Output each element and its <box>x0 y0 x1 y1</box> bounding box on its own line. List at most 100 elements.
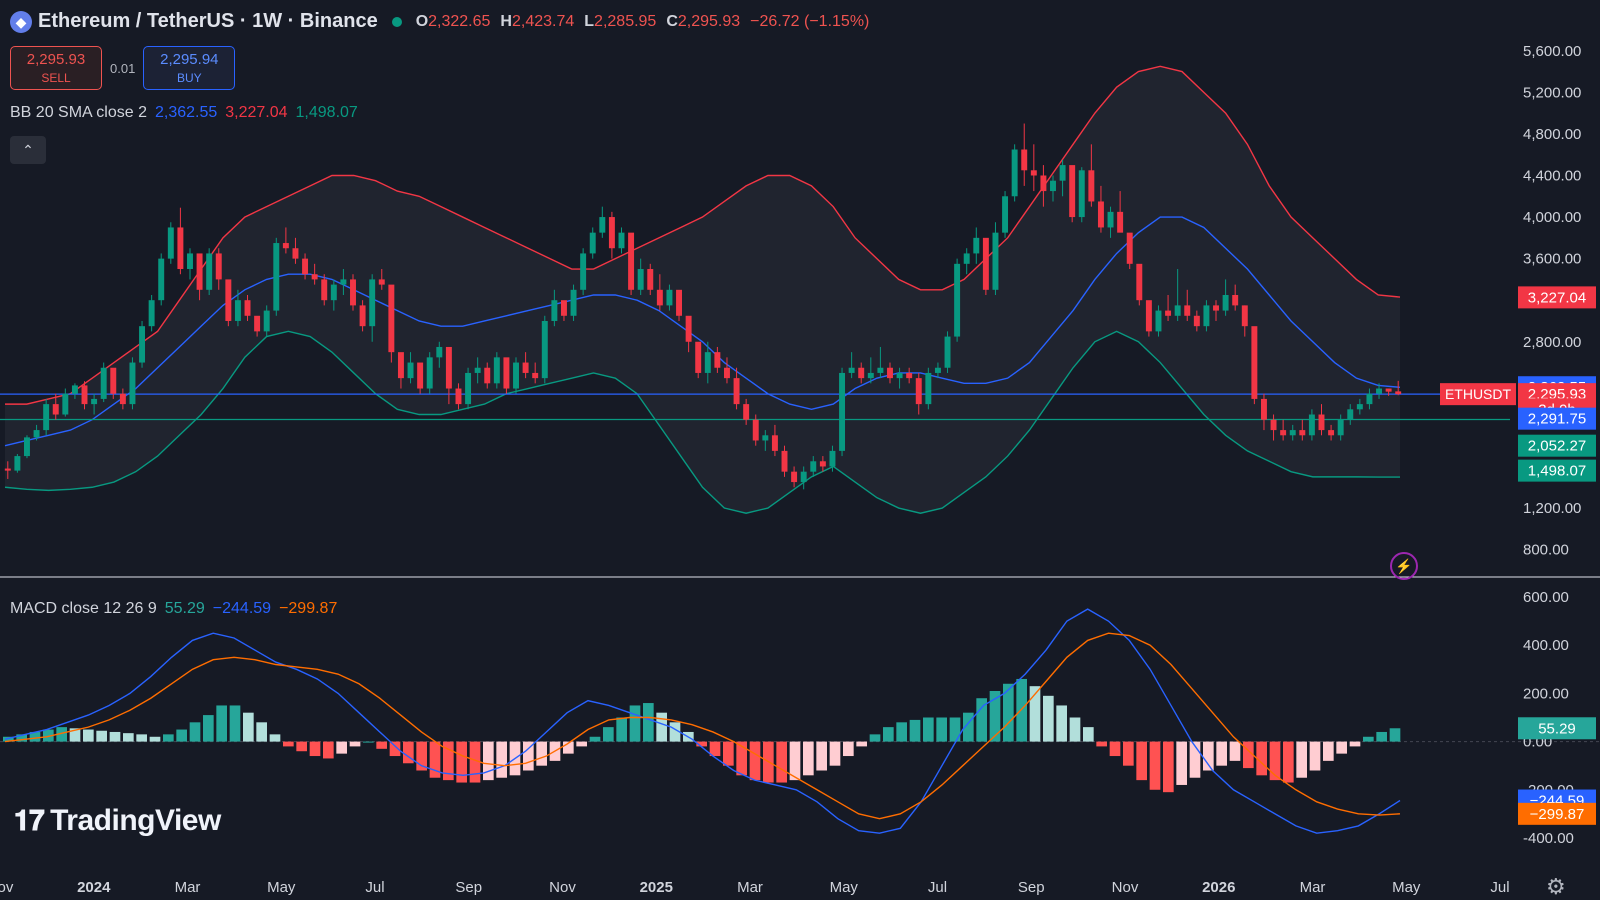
candle-body <box>311 274 318 280</box>
macd-hist-bar <box>83 729 94 742</box>
candle-body <box>129 362 136 405</box>
candle-body <box>282 243 289 249</box>
candle-body <box>934 367 941 373</box>
symbol-price-tag-text: ETHUSDT <box>1445 386 1512 402</box>
price-tick-label: 1,200.00 <box>1523 500 1581 517</box>
price-tick-label: 4,400.00 <box>1523 167 1581 184</box>
signal-line <box>4 632 1401 820</box>
macd-line <box>4 608 1401 834</box>
candle-body <box>474 367 481 373</box>
bb-legend[interactable]: BB 20 SMA close 2 2,362.55 3,227.04 1,49… <box>10 104 358 122</box>
low-value: 2,285.95 <box>594 12 657 30</box>
macd-hist-bar <box>429 741 441 778</box>
candle-body <box>302 258 309 275</box>
candle-body <box>724 367 730 379</box>
candle-body <box>1002 196 1009 233</box>
macd-hist-bar <box>989 691 1001 742</box>
collapse-legend-button[interactable]: ⌃ <box>10 136 46 164</box>
candle-body <box>273 243 280 311</box>
macd-hist-bar <box>189 722 201 742</box>
candle-body <box>628 232 635 290</box>
macd-hist-bar <box>1323 741 1334 761</box>
macd-hist-bar <box>283 741 294 747</box>
macd-label-text: −299.87 <box>1530 806 1585 823</box>
candle-body <box>225 279 232 321</box>
candle-body <box>560 300 567 316</box>
bb-upper-value: 3,227.04 <box>225 104 288 121</box>
candle-body <box>1165 310 1172 316</box>
ethereum-logo-icon: ◆ <box>10 10 32 33</box>
macd-signal-value: −299.87 <box>279 600 338 617</box>
candle-body <box>177 227 184 270</box>
macd-hist-bar <box>363 741 374 743</box>
settings-gear-icon[interactable]: ⚙ <box>1546 874 1566 899</box>
macd-pane[interactable] <box>0 608 1600 834</box>
candle-body <box>1241 305 1248 327</box>
candle-body <box>647 269 654 290</box>
market-status-dot <box>391 16 402 27</box>
candle-body <box>954 263 961 337</box>
candle-body <box>848 367 855 373</box>
lightning-icon[interactable]: ⚡ <box>1390 552 1418 580</box>
macd-hist-bar <box>1309 741 1321 771</box>
candle-body <box>829 450 836 467</box>
chevron-up-icon: ⌃ <box>22 142 34 158</box>
candle-body <box>599 217 606 233</box>
macd-hist-bar <box>443 741 454 781</box>
price-label-box <box>1518 434 1596 457</box>
candle-body <box>158 258 165 301</box>
macd-hist-bar <box>336 741 347 754</box>
candle-body <box>695 341 702 373</box>
sell-price: 2,295.93 <box>26 51 86 68</box>
ohlc-values: O2,322.65 H2,423.74 L2,285.95 C2,295.93 … <box>415 12 870 30</box>
price-pane[interactable] <box>0 65 1510 514</box>
macd-hist-bar <box>176 729 187 742</box>
candle-body <box>867 372 874 379</box>
macd-hist-bar <box>69 728 81 742</box>
price-label-box <box>1518 286 1596 309</box>
candle-body <box>388 284 395 353</box>
candle-body <box>196 253 203 290</box>
macd-hist-bar <box>669 722 681 742</box>
tradingview-logo[interactable]: 𝟏𝟕 TradingView <box>14 804 221 837</box>
macd-hist-bar <box>709 741 721 757</box>
candle-body <box>455 388 462 405</box>
candle-body <box>350 279 356 306</box>
macd-hist-bar <box>603 727 614 742</box>
macd-hist-bar <box>856 741 867 747</box>
candle-body <box>992 232 999 290</box>
candle-body <box>743 404 750 420</box>
candle-body <box>1011 149 1018 197</box>
candle-body <box>1145 300 1152 332</box>
sell-label: SELL <box>41 71 71 85</box>
candle-body <box>1395 391 1402 395</box>
buy-button[interactable]: 2,295.94 BUY <box>143 46 236 90</box>
macd-label-box <box>1518 802 1596 825</box>
macd-hist-bar <box>203 715 214 742</box>
candle-body <box>1356 404 1363 410</box>
sell-button[interactable]: 2,295.93 SELL <box>10 46 102 90</box>
macd-tick-label: -400.00 <box>1523 830 1574 847</box>
time-tick-label: Sep <box>1018 879 1045 896</box>
macd-hist-bar <box>256 722 267 742</box>
candle-body <box>110 367 117 394</box>
candle-body <box>618 232 625 249</box>
macd-hist-bar <box>1296 741 1307 778</box>
macd-hist-bar <box>563 741 574 754</box>
macd-name: MACD close 12 26 9 <box>10 600 157 617</box>
macd-label-box <box>1518 717 1596 740</box>
price-tick-label: 5,600.00 <box>1523 43 1581 60</box>
candle-body <box>62 393 69 415</box>
symbol-title[interactable]: Ethereum / TetherUS · 1W · Binance <box>38 10 378 32</box>
macd-legend[interactable]: MACD close 12 26 9 55.29 −244.59 −299.87 <box>10 600 337 618</box>
macd-hist-bar <box>1043 695 1054 742</box>
spread-value: 0.01 <box>110 60 136 76</box>
macd-hist-bar <box>536 741 547 766</box>
candle-body <box>637 269 644 290</box>
candle-body <box>100 367 107 399</box>
candle-body <box>1136 263 1143 301</box>
candle-body <box>714 352 721 368</box>
candle-body <box>839 372 846 451</box>
macd-hist-bar <box>296 741 307 752</box>
